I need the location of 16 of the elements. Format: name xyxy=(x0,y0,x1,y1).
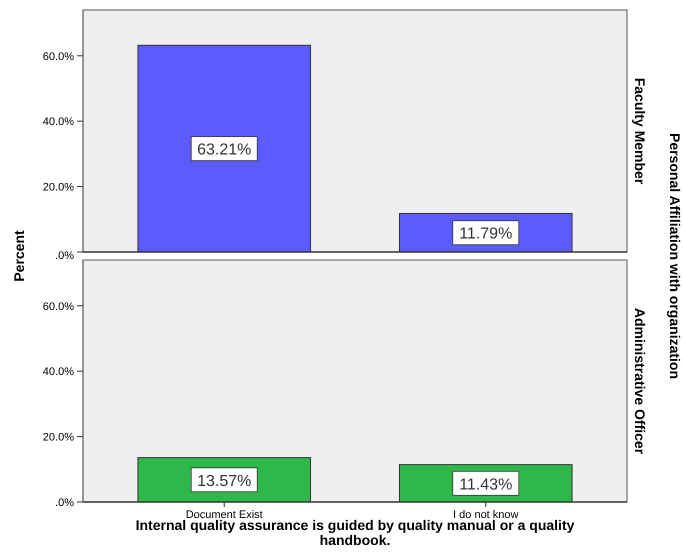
y-tick-label: 20.0% xyxy=(42,182,74,194)
y-tick-label: 20.0% xyxy=(42,432,74,444)
y-tick-label: 60.0% xyxy=(42,300,74,313)
y-tick-label: 40.0% xyxy=(42,116,74,128)
data-label: 13.57% xyxy=(197,472,252,490)
y-tick-label: .0% xyxy=(55,497,74,509)
data-label: 11.43% xyxy=(459,476,512,494)
y-tick-label: 40.0% xyxy=(42,366,74,378)
y2-axis-title: Personal Affiliation with organization xyxy=(667,132,683,380)
y-axis-title: Percent xyxy=(11,230,27,282)
text: Faculty Member xyxy=(632,78,648,185)
data-label: 11.79% xyxy=(459,226,512,243)
text: Administrative Officer xyxy=(632,308,648,455)
data-label: 63.21% xyxy=(197,142,252,159)
y-tick-label: .0% xyxy=(55,250,74,262)
y-tick-label: 60.0% xyxy=(42,50,74,63)
